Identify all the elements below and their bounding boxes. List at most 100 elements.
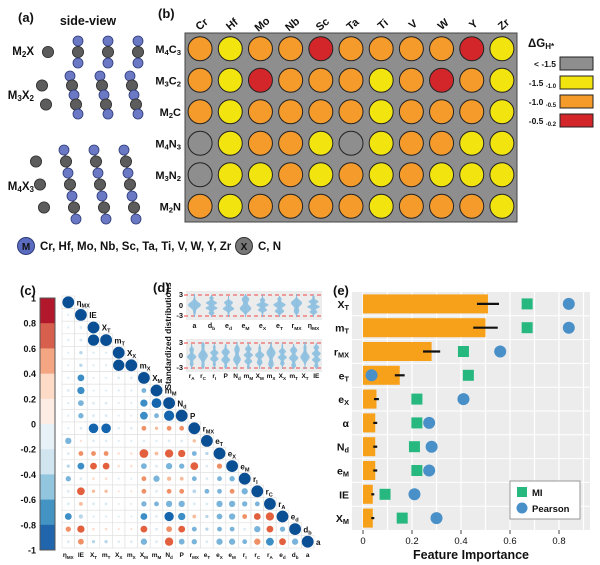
corr-cell (228, 513, 236, 520)
corr-cell (65, 476, 71, 482)
corr-cell (117, 452, 120, 455)
violin-ytick: 0 (179, 351, 183, 360)
violin (221, 344, 231, 369)
corr-cell (228, 538, 236, 545)
corr-cell (92, 351, 95, 354)
corr-diagonal-label: rMX​ (203, 425, 215, 436)
m-atom (92, 167, 104, 179)
corr-cell (242, 514, 248, 519)
corr-cell (265, 512, 275, 521)
heat-cell (489, 99, 515, 125)
corr-cell (192, 514, 197, 519)
heat-cell (187, 99, 213, 125)
pearson-marker (425, 440, 438, 453)
heat-cell (308, 36, 334, 62)
m-atom (98, 89, 110, 101)
corr-cell (254, 525, 261, 533)
corr-cell (66, 489, 70, 493)
corr-cell (101, 423, 111, 434)
colorbar-frame (39, 297, 56, 551)
dg-legend-swatch (559, 94, 594, 109)
corr-cell (164, 449, 174, 458)
corr-cell (90, 462, 97, 470)
corr-cell (66, 540, 70, 544)
corr-diagonal-label: db​ (303, 525, 312, 536)
violin (300, 342, 310, 369)
column-header: W (436, 16, 452, 32)
corr-cell (66, 502, 70, 506)
m-atom (132, 57, 144, 69)
corr-cell (79, 439, 83, 443)
corr-cell (66, 452, 70, 455)
colorbar-tick: 0.6 (23, 344, 36, 354)
column-header: V (407, 17, 421, 31)
corr-cell (175, 409, 188, 422)
m-atom-icon (17, 237, 35, 255)
corr-cell (178, 525, 186, 533)
corr-cell (104, 414, 108, 418)
m-atom (118, 144, 130, 156)
x-atom (127, 201, 140, 214)
corr-cell (91, 489, 96, 493)
corr-cell (205, 451, 209, 456)
pearson-marker (365, 369, 378, 382)
colorbar-segment (40, 524, 55, 551)
mi-legend-label: MI (532, 488, 543, 499)
heat-cell (368, 193, 394, 219)
corr-cell (112, 346, 125, 359)
corr-cell (153, 475, 160, 482)
corr-cell (125, 359, 138, 372)
row-header: M2​C (160, 107, 181, 120)
importance-bar (363, 318, 486, 338)
heat-cell (217, 130, 243, 156)
colorbar-tick: 1 (31, 294, 36, 304)
heat-cell (217, 162, 243, 188)
panel-a-legend: M Cr, Hf, Mo, Nb, Sc, Ta, Ti, V, W, Y, Z… (17, 237, 281, 255)
corr-cell (179, 488, 185, 494)
corr-cell (266, 525, 274, 533)
corr-cell (130, 464, 133, 468)
x-tick-label: 0.2 (405, 536, 418, 547)
corr-axis-label: eX​ (216, 552, 223, 560)
corr-cell (87, 334, 100, 346)
corr-cell (67, 376, 70, 380)
corr-axis-label: Nd​ (165, 552, 173, 560)
corr-cell (228, 500, 236, 508)
panel-b-heatmap: Cr Hf Mo Nb Sc Ta Ti V W Y Zr M4​C3​ M3​C2​ M2​C M4​N3… (155, 15, 594, 223)
mi-marker (411, 417, 423, 429)
heat-cell (459, 99, 485, 125)
corr-cell (229, 488, 235, 494)
violin (290, 294, 303, 317)
corr-cell (67, 414, 70, 417)
corr-cell (291, 538, 299, 545)
heat-cell (459, 130, 485, 156)
violin (239, 294, 252, 317)
corr-cell (190, 462, 199, 470)
corr-cell (166, 488, 172, 494)
panel-a-structures: M2​X M3​X2​ M4​X3​ (8, 35, 144, 225)
violin-ytick: -3 (176, 311, 183, 320)
importance-bar (363, 437, 376, 457)
pearson-marker (494, 345, 507, 358)
violin (273, 296, 286, 317)
mi-marker (408, 441, 420, 453)
row-header: M2​N (160, 201, 181, 214)
x-atom (42, 46, 55, 59)
corr-cell (155, 540, 158, 544)
heat-cell (187, 162, 213, 188)
heat-cell (278, 99, 304, 125)
heat-cell (247, 130, 273, 156)
heatmap-background (184, 32, 518, 223)
corr-cell (241, 488, 248, 495)
dg-legend-label: -0.5 -0.2​ (529, 116, 557, 128)
x-atom (129, 98, 142, 111)
x-atom (60, 155, 73, 168)
violin (243, 343, 254, 369)
corr-cell (117, 389, 120, 392)
heat-cell (459, 36, 485, 62)
heat-cell (429, 99, 455, 125)
corr-diagonal-label: ηMX​ (77, 299, 91, 310)
x-tick-label: 0.8 (552, 536, 565, 547)
row-header: M3​N2​ (155, 170, 181, 183)
corr-diagonal-label: XM​ (152, 374, 162, 385)
